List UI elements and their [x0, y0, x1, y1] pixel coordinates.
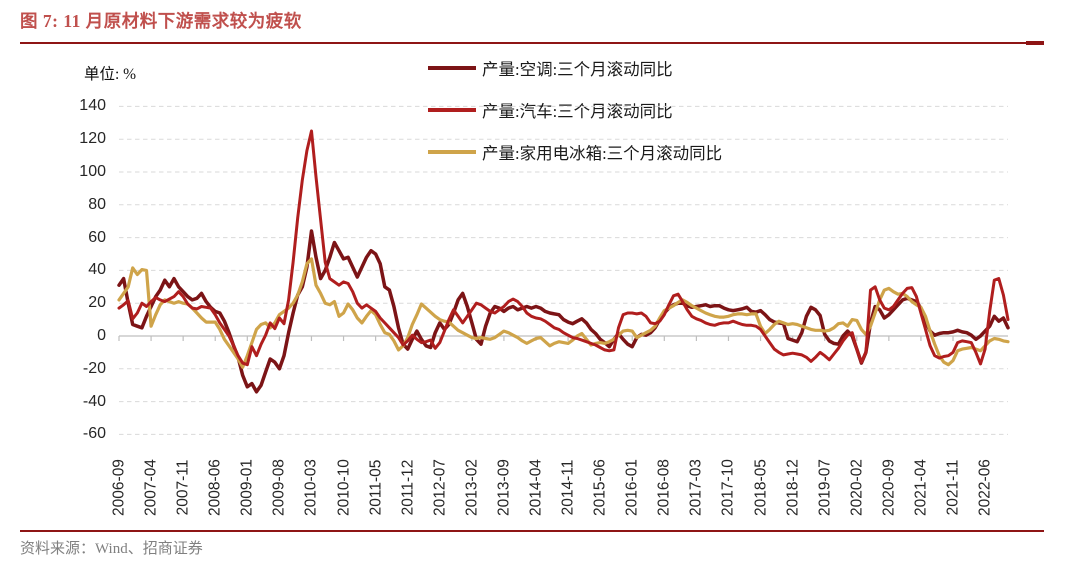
- y-tick-label--60: -60: [82, 425, 106, 443]
- x-tick-label-2011-05: 2011-05: [367, 459, 385, 516]
- legend-label-ac: 产量:空调:三个月滚动同比: [482, 60, 673, 79]
- y-axis-unit-label: 单位: %: [84, 66, 137, 83]
- x-tick-label-2019-07: 2019-07: [816, 459, 834, 516]
- legend-item-fridge: 产量:家用电冰箱:三个月滚动同比: [428, 141, 722, 163]
- legend-label-fridge: 产量:家用电冰箱:三个月滚动同比: [482, 144, 723, 163]
- title-rule: [20, 42, 1044, 44]
- x-tick-label-2008-06: 2008-06: [206, 459, 224, 516]
- y-tick-label-100: 100: [79, 163, 106, 180]
- x-tick-label-2022-06: 2022-06: [976, 459, 994, 516]
- x-tick-label-2018-12: 2018-12: [784, 459, 802, 516]
- y-tick-label-80: 80: [88, 195, 106, 213]
- x-tick-label-2021-04: 2021-04: [912, 459, 930, 516]
- x-tick-label-2007-04: 2007-04: [142, 459, 160, 516]
- legend-item-ac: 产量:空调:三个月滚动同比: [428, 57, 722, 79]
- legend-swatch-ac: [428, 65, 476, 71]
- x-tick-label-2020-02: 2020-02: [848, 459, 866, 516]
- figure-title: 图 7: 11 月原材料下游需求较为疲软: [20, 11, 302, 31]
- x-tick-label-2020-09: 2020-09: [880, 459, 898, 516]
- x-tick-label-2010-03: 2010-03: [302, 459, 320, 516]
- title-rule-endcap: [1026, 40, 1044, 45]
- y-tick-label-140: 140: [79, 97, 106, 115]
- x-tick-label-2013-09: 2013-09: [495, 459, 513, 516]
- y-tick-label-0: 0: [97, 327, 106, 344]
- x-tick-label-2014-11: 2014-11: [559, 459, 577, 516]
- x-tick-label-2009-01: 2009-01: [238, 459, 256, 516]
- x-tick-label-2018-05: 2018-05: [752, 459, 770, 516]
- x-tick-label-2011-12: 2011-12: [399, 459, 417, 516]
- x-tick-label-2016-01: 2016-01: [623, 459, 641, 516]
- x-tick-label-2009-08: 2009-08: [270, 459, 288, 516]
- x-tick-label-2014-04: 2014-04: [527, 459, 545, 516]
- x-tick-label-2015-06: 2015-06: [591, 459, 609, 516]
- y-tick-label-60: 60: [88, 228, 106, 246]
- x-tick-label-2007-11: 2007-11: [174, 459, 192, 516]
- footer-rule: [20, 530, 1044, 532]
- source-note: 资料来源：Wind、招商证券: [20, 541, 203, 557]
- chart-legend: 产量:空调:三个月滚动同比 产量:汽车:三个月滚动同比 产量:家用电冰箱:三个月…: [428, 57, 722, 183]
- series-line-2: [117, 257, 1010, 369]
- x-tick-label-2012-07: 2012-07: [431, 459, 449, 516]
- x-tick-label-2021-11: 2021-11: [944, 459, 962, 516]
- x-tick-label-2013-02: 2013-02: [463, 459, 481, 516]
- y-tick-label--20: -20: [82, 359, 106, 377]
- x-tick-label-2016-08: 2016-08: [655, 459, 673, 516]
- y-tick-label--40: -40: [82, 392, 106, 410]
- x-tick-label-2017-03: 2017-03: [687, 459, 705, 516]
- x-tick-label-2010-10: 2010-10: [335, 459, 353, 516]
- series-line-1: [117, 129, 1010, 367]
- y-tick-label-20: 20: [88, 294, 106, 312]
- y-tick-label-120: 120: [79, 130, 106, 148]
- x-tick-label-2017-10: 2017-10: [719, 459, 737, 516]
- legend-swatch-fridge: [428, 149, 476, 155]
- y-tick-label-40: 40: [88, 261, 106, 279]
- legend-swatch-auto: [428, 107, 476, 113]
- x-tick-label-2006-09: 2006-09: [110, 459, 128, 516]
